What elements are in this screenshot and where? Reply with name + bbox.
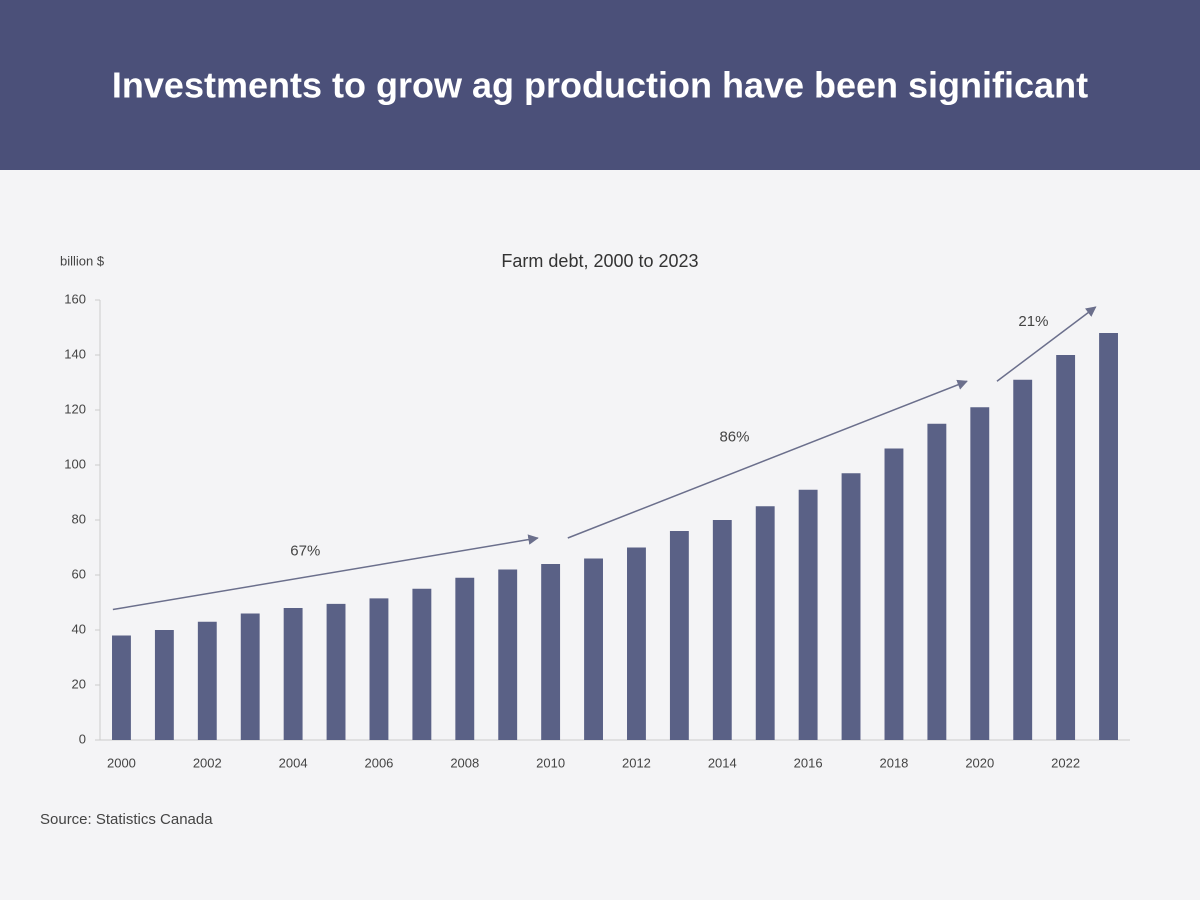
growth-arrow <box>112 534 539 611</box>
y-tick-label: 80 <box>72 511 86 526</box>
header-band <box>0 0 1200 170</box>
x-tick-label: 2018 <box>879 755 908 770</box>
bar <box>498 569 518 740</box>
bar <box>970 407 990 740</box>
x-tick-label: 2000 <box>107 755 136 770</box>
y-tick-label: 120 <box>64 401 86 416</box>
y-tick-label: 40 <box>72 621 86 636</box>
x-tick-label: 2006 <box>364 755 393 770</box>
y-tick-label: 20 <box>72 676 86 691</box>
x-tick-label: 2002 <box>193 755 222 770</box>
bar <box>1056 355 1076 740</box>
bar <box>326 603 346 740</box>
bar <box>627 547 646 740</box>
bar <box>798 489 818 740</box>
slide-title: Investments to grow ag production have b… <box>112 65 1088 106</box>
bar <box>412 588 432 740</box>
y-tick-label: 140 <box>64 346 86 361</box>
bar <box>112 635 131 740</box>
bar <box>197 621 217 740</box>
growth-arrow <box>567 379 968 539</box>
bar <box>841 473 861 740</box>
bar <box>712 520 732 740</box>
x-tick-label: 2010 <box>536 755 565 770</box>
bar <box>1099 333 1118 740</box>
bar <box>369 598 389 740</box>
y-tick-label: 160 <box>64 291 86 306</box>
source-note: Source: Statistics Canada <box>40 811 213 828</box>
growth-arrow <box>996 306 1097 382</box>
x-tick-label: 2008 <box>450 755 479 770</box>
growth-label: 21% <box>1018 313 1048 330</box>
bar <box>1013 379 1033 740</box>
bar <box>884 448 904 740</box>
x-tick-label: 2020 <box>965 755 994 770</box>
bar <box>584 558 603 740</box>
bar <box>669 531 689 740</box>
y-tick-label: 100 <box>64 456 86 471</box>
x-tick-label: 2012 <box>622 755 651 770</box>
chart-title: Farm debt, 2000 to 2023 <box>501 251 698 271</box>
y-tick-label: 0 <box>79 731 86 746</box>
x-tick-label: 2016 <box>794 755 823 770</box>
bar <box>283 608 303 740</box>
x-tick-label: 2022 <box>1051 755 1080 770</box>
y-tick-label: 60 <box>72 566 86 581</box>
bar <box>154 630 174 740</box>
growth-label: 67% <box>290 543 320 560</box>
bar <box>927 423 947 740</box>
bar <box>541 564 561 740</box>
bar <box>455 577 475 740</box>
x-tick-label: 2004 <box>279 755 308 770</box>
y-axis-label: billion $ <box>60 253 105 268</box>
bar <box>240 613 260 740</box>
growth-label: 86% <box>719 429 749 446</box>
x-tick-label: 2014 <box>708 755 737 770</box>
bar <box>755 506 775 740</box>
